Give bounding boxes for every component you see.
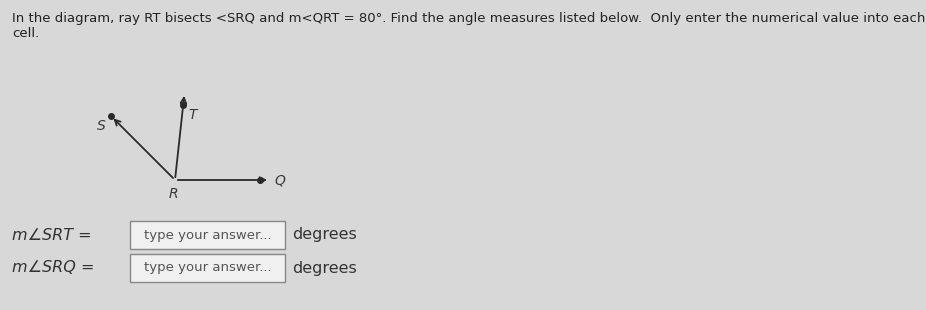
- Text: T: T: [188, 108, 196, 122]
- Text: degrees: degrees: [292, 228, 357, 242]
- Text: type your answer...: type your answer...: [144, 228, 271, 241]
- Text: m∠SRT =: m∠SRT =: [12, 228, 92, 242]
- Text: Q: Q: [274, 173, 285, 187]
- FancyBboxPatch shape: [130, 221, 285, 249]
- Text: degrees: degrees: [292, 260, 357, 276]
- Text: In the diagram, ray RT bisects <SRQ and m<QRT = 80°. Find the angle measures lis: In the diagram, ray RT bisects <SRQ and …: [12, 12, 925, 40]
- Text: m∠SRQ =: m∠SRQ =: [12, 260, 94, 276]
- Text: type your answer...: type your answer...: [144, 262, 271, 274]
- Text: R: R: [169, 187, 178, 201]
- FancyBboxPatch shape: [130, 254, 285, 282]
- Text: S: S: [96, 119, 106, 133]
